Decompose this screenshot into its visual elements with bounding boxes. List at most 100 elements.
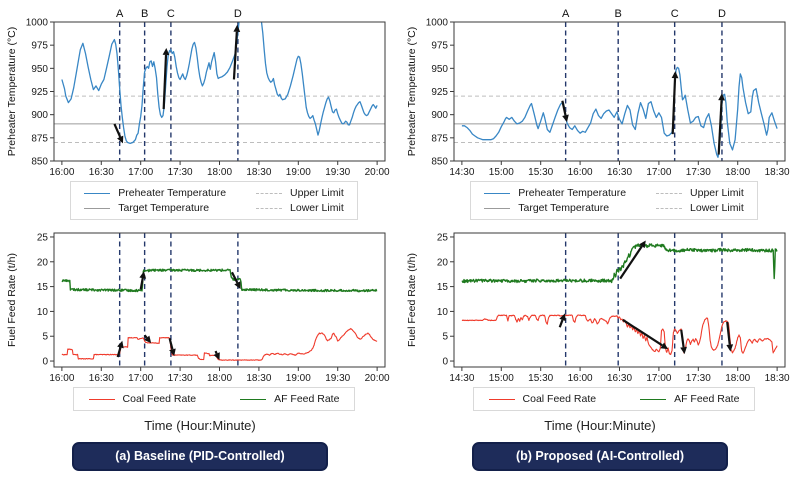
annotation-arrow [230, 271, 238, 284]
y-tick-label: 25 [436, 232, 448, 243]
fuel-chart-proposed: 0 5 10 15 20 25 14:30 15:00 15:30 16:00 16:30 17:00… [406, 232, 790, 384]
y-tick-label: 5 [42, 332, 48, 343]
lower-limit-line-sample [656, 207, 683, 209]
x-tick-label: 16:30 [88, 167, 113, 178]
x-tick-label: 17:30 [685, 373, 710, 384]
y-tick-label: 950 [431, 64, 448, 75]
annotation-arrow [232, 31, 238, 80]
annotation-arrowhead [659, 342, 668, 350]
x-tick-label: 17:00 [646, 373, 671, 384]
event-label-C: C [670, 8, 678, 20]
annotation-arrowhead [671, 71, 678, 79]
y-tick-label: 925 [431, 87, 448, 98]
annotation-arrowhead [638, 240, 646, 249]
x-tick-label: 19:00 [285, 373, 310, 384]
y-tick-label: 925 [31, 87, 48, 98]
y-tick-label: 5 [442, 332, 448, 343]
event-label-D: D [233, 8, 241, 20]
y-tick-label: 1000 [425, 18, 448, 29]
annotation-arrow [560, 100, 567, 116]
annotation-arrowhead [679, 346, 687, 355]
annotation-arrow [168, 337, 174, 350]
legend-label: Coal Feed Rate [122, 393, 197, 405]
fuel-legend-proposed: Coal Feed Rate AF Feed Rate [472, 387, 756, 411]
x-tick-label: 16:00 [49, 373, 74, 384]
annotation-arrow [139, 277, 144, 290]
legend-label: Target Temperature [518, 202, 610, 214]
x-tick-label: 19:00 [285, 167, 310, 178]
x-tick-label: 16:30 [88, 373, 113, 384]
target-line-sample [484, 207, 511, 209]
y-tick-label: 875 [431, 133, 448, 144]
annotation-arrow [671, 78, 676, 135]
x-tick-label: 16:00 [567, 373, 592, 384]
legend-label: Preheater Temperature [518, 187, 627, 199]
x-tick-label: 17:00 [646, 167, 671, 178]
x-tick-label: 18:30 [246, 373, 271, 384]
event-label-C: C [166, 8, 174, 20]
annotation-arrowhead [561, 114, 569, 123]
x-tick-label: 19:30 [325, 167, 350, 178]
af-line-sample [240, 398, 267, 400]
y-tick-label: 975 [31, 41, 48, 52]
legend-label: Upper Limit [290, 187, 344, 199]
y-tick-label: 900 [431, 110, 448, 121]
preheater-line-sample [484, 192, 511, 194]
annotation-arrowhead [717, 93, 725, 101]
legend-label: Upper Limit [690, 187, 744, 199]
event-label-A: A [561, 8, 569, 20]
y-axis-title: Fuel Feed Rate (t/h) [406, 253, 418, 347]
y-tick-label: 0 [42, 357, 48, 368]
annotation-arrow [143, 334, 148, 339]
x-tick-label: 17:30 [167, 167, 192, 178]
legend-item: Upper Limit [256, 187, 344, 199]
y-tick-label: 10 [36, 307, 48, 318]
annotation-arrow [725, 321, 731, 345]
coal-line-sample [488, 398, 515, 400]
upper-limit-line-sample [656, 192, 683, 194]
annotation-arrowhead [116, 135, 123, 144]
y-tick-label: 20 [36, 257, 48, 268]
x-tick-label: 20:00 [364, 167, 389, 178]
y-tick-label: 900 [31, 110, 48, 121]
series-af-feed-rate [460, 242, 778, 284]
x-tick-label: 18:30 [764, 167, 789, 178]
x-tick-label: 20:00 [364, 373, 389, 384]
y-axis-title: Fuel Feed Rate (t/h) [6, 253, 18, 347]
coal-line-sample [88, 398, 115, 400]
legend-item: Lower Limit [256, 202, 344, 214]
y-tick-label: 1000 [25, 18, 48, 29]
af-line-sample [640, 398, 667, 400]
annotation-arrow [618, 245, 643, 280]
x-tick-label: 15:30 [528, 373, 553, 384]
x-tick-label: 14:30 [449, 373, 474, 384]
legend-item: Preheater Temperature [484, 187, 626, 199]
annotation-arrow [214, 350, 218, 355]
preheater-line-sample [84, 192, 111, 194]
y-axis-title: Preheater Temperature (°C) [6, 27, 18, 156]
event-label-A: A [116, 8, 124, 20]
x-tick-label: 17:30 [167, 373, 192, 384]
target-line-sample [84, 207, 111, 209]
annotation-arrowhead [233, 281, 241, 290]
x-tick-label: 16:00 [567, 167, 592, 178]
legend-label: Target Temperature [118, 202, 210, 214]
annotation-arrow [112, 123, 121, 138]
annotation-arrow [621, 318, 663, 347]
event-label-D: D [717, 8, 725, 20]
legend-label: Coal Feed Rate [522, 393, 597, 405]
x-tick-label: 18:00 [206, 167, 231, 178]
y-tick-label: 15 [436, 282, 448, 293]
figure: A B C D 850 875 900 925 950 975 1000 16:00 16:30 17:0… [6, 4, 800, 471]
x-tick-label: 15:30 [528, 167, 553, 178]
temperature-legend-proposed: Preheater Temperature Target Temperature… [470, 181, 758, 220]
fuel-chart-baseline: 0 5 10 15 20 25 16:00 16:30 17:00 17:30 18:00 18:30… [6, 232, 390, 384]
x-tick-label: 18:00 [725, 167, 750, 178]
temperature-chart-proposed: A B C D 850 875 900 925 950 975 1000 14:30 15:00 15:3… [406, 8, 790, 178]
x-tick-label: 18:30 [246, 167, 271, 178]
y-tick-label: 850 [31, 157, 48, 168]
fuel-legend-baseline: Coal Feed Rate AF Feed Rate [72, 387, 356, 411]
annotation-arrowhead [213, 352, 220, 361]
panel-proposed: A B C D 850 875 900 925 950 975 1000 14:30 15:00 15:3… [400, 4, 800, 471]
legend-label: AF Feed Rate [674, 393, 740, 405]
